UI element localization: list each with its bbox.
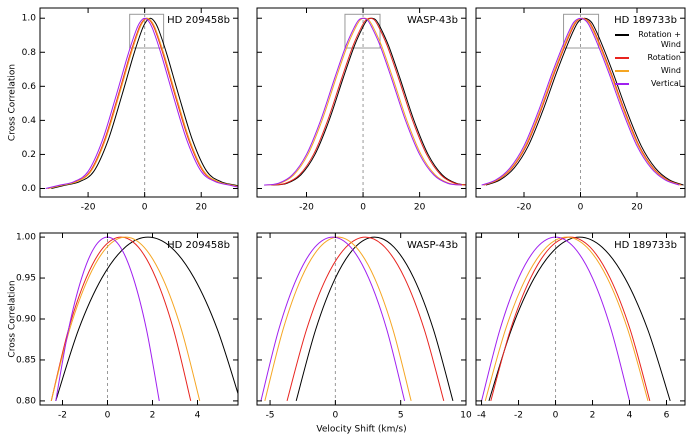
series-line — [48, 17, 238, 189]
x-tick-label: 4 — [195, 411, 201, 421]
legend-swatch — [615, 70, 629, 72]
y-tick-label: 0.6 — [22, 82, 37, 92]
x-tick-label: 0 — [553, 411, 559, 421]
y-tick-label: 0.80 — [16, 396, 36, 406]
y-tick-label: 0.2 — [22, 150, 36, 160]
plot-area — [260, 233, 454, 405]
x-tick-label: 0 — [105, 411, 111, 421]
y-tick-label: 0.85 — [16, 355, 36, 365]
series-line — [55, 236, 238, 402]
zoom-box — [563, 13, 600, 49]
frame — [256, 7, 467, 198]
series-line — [50, 236, 201, 402]
x-tick-label: 5 — [398, 411, 404, 421]
panel-title: WASP-43b — [407, 15, 458, 26]
x-tick-label: 20 — [631, 203, 643, 213]
x-tick-label: 2 — [150, 411, 156, 421]
frame — [475, 232, 686, 406]
x-tick-label: -2 — [514, 411, 523, 421]
legend-item: Vertical — [607, 79, 681, 89]
series-line — [47, 17, 238, 189]
x-tick-label: 0 — [360, 203, 366, 213]
x-tick-label: 0 — [142, 203, 148, 213]
legend: Rotation + Wind Rotation Wind Vertical — [607, 30, 681, 92]
y-tick-label: 1.00 — [16, 233, 36, 243]
panel-title: HD 189733b — [614, 15, 677, 26]
y-tick-label: 0.90 — [16, 315, 36, 325]
legend-item: Rotation + Wind — [607, 30, 681, 50]
x-tick-label: 10 — [460, 411, 472, 421]
legend-item: Wind — [607, 66, 681, 76]
frame — [39, 232, 239, 406]
y-axis-label: Cross Correlation — [8, 280, 18, 357]
series-line — [51, 17, 238, 189]
x-axis-label: Velocity Shift (km/s) — [316, 425, 406, 435]
panel-title: HD 189733b — [614, 240, 677, 251]
panel-title: WASP-43b — [407, 240, 458, 251]
legend-swatch — [615, 34, 629, 36]
x-tick-label: -5 — [266, 411, 275, 421]
series-line — [295, 236, 454, 402]
x-tick-label: -20 — [81, 203, 96, 213]
series-line — [264, 17, 463, 186]
legend-swatch — [615, 83, 629, 85]
legend-label: Rotation + Wind — [638, 30, 681, 49]
y-tick-label: 0.8 — [22, 48, 37, 58]
plot-area — [50, 233, 238, 405]
series-line — [488, 236, 671, 402]
plot-area — [45, 8, 238, 197]
series-line — [265, 17, 464, 186]
y-tick-label: 1.0 — [22, 14, 37, 24]
series-line — [286, 236, 445, 402]
x-tick-label: 20 — [414, 203, 426, 213]
legend-label: Rotation — [647, 53, 681, 62]
panel-title: HD 209458b — [167, 15, 230, 26]
plot-area — [264, 8, 466, 197]
zoom-box — [344, 13, 381, 49]
x-tick-label: -2 — [58, 411, 67, 421]
frame — [39, 7, 239, 198]
x-tick-label: 2 — [590, 411, 596, 421]
x-tick-label: 6 — [664, 411, 670, 421]
series-line — [260, 236, 406, 402]
x-tick-label: -20 — [299, 203, 314, 213]
series-line — [484, 236, 649, 402]
x-tick-label: 20 — [196, 203, 208, 213]
series-line — [50, 236, 192, 402]
series-line — [481, 17, 680, 186]
series-line — [271, 17, 466, 186]
y-axis-label: Cross Correlation — [8, 64, 18, 141]
zoom-box — [129, 13, 165, 49]
x-tick-label: -4 — [477, 411, 486, 421]
x-tick-label: 0 — [578, 203, 584, 213]
plot-area — [481, 233, 671, 405]
legend-item: Rotation — [607, 53, 681, 63]
x-tick-label: 0 — [333, 411, 339, 421]
series-line — [272, 17, 466, 186]
y-tick-label: 0.0 — [22, 184, 37, 194]
legend-label: Vertical — [651, 79, 681, 88]
legend-label: Wind — [660, 66, 681, 75]
x-tick-label: 4 — [627, 411, 633, 421]
frame — [256, 232, 467, 406]
panel-title: HD 209458b — [167, 240, 230, 251]
legend-swatch — [615, 57, 629, 59]
series-line — [490, 236, 651, 402]
y-tick-label: 0.4 — [22, 116, 37, 126]
x-tick-label: -20 — [517, 203, 532, 213]
y-tick-label: 0.95 — [16, 274, 36, 284]
series-line — [264, 236, 412, 402]
series-line — [45, 17, 238, 189]
plot-area — [481, 8, 684, 197]
